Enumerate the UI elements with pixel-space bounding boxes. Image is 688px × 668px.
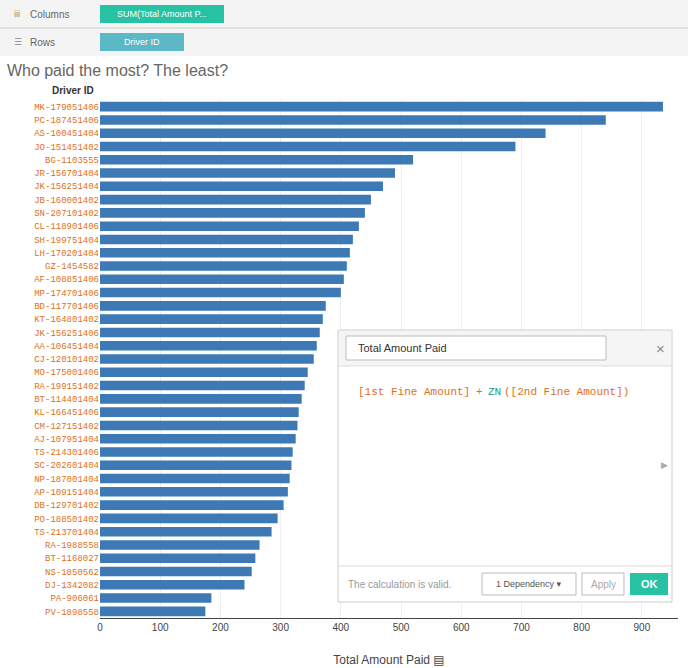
svg-text:SUM(Total Amount P...: SUM(Total Amount P... xyxy=(117,9,207,19)
svg-text:900: 900 xyxy=(634,622,651,633)
svg-text:BT-1168027: BT-1168027 xyxy=(45,554,99,564)
svg-text:GZ-1454582: GZ-1454582 xyxy=(45,262,99,272)
svg-text:☰: ☰ xyxy=(14,37,22,47)
svg-text:OK: OK xyxy=(641,578,658,590)
svg-text:Columns: Columns xyxy=(30,9,69,20)
svg-text:AJ-107951404: AJ-107951404 xyxy=(34,435,99,445)
svg-text:NP-187001404: NP-187001404 xyxy=(34,475,99,485)
svg-text:BG-1103555: BG-1103555 xyxy=(45,156,99,166)
svg-text:AF-108851406: AF-108851406 xyxy=(34,275,99,285)
svg-text:Apply: Apply xyxy=(591,579,616,590)
svg-text:500: 500 xyxy=(393,622,410,633)
svg-text:TS-214301406: TS-214301406 xyxy=(34,448,99,458)
svg-text:Driver ID: Driver ID xyxy=(52,85,94,96)
svg-text:KT-164801402: KT-164801402 xyxy=(34,315,99,325)
svg-text:×: × xyxy=(656,340,665,357)
svg-text:MP-174701406: MP-174701406 xyxy=(34,289,99,299)
svg-text:RA-199151402: RA-199151402 xyxy=(34,382,99,392)
svg-text:1 Dependency ▾: 1 Dependency ▾ xyxy=(496,579,562,589)
svg-text:SC-202601404: SC-202601404 xyxy=(34,461,99,471)
svg-text:Rows: Rows xyxy=(30,37,55,48)
svg-text:Driver ID: Driver ID xyxy=(124,37,160,47)
svg-text:ZN: ZN xyxy=(488,386,501,398)
svg-text:AP-109151404: AP-109151404 xyxy=(34,488,99,498)
svg-text:NS-1850562: NS-1850562 xyxy=(45,568,99,578)
svg-text:[1st Fine Amount]: [1st Fine Amount] xyxy=(358,386,470,398)
svg-text:([2nd Fine Amount]): ([2nd Fine Amount]) xyxy=(504,386,629,398)
svg-text:▶: ▶ xyxy=(661,460,668,470)
svg-text:JO-151451402: JO-151451402 xyxy=(34,143,99,153)
svg-text:JK-156251406: JK-156251406 xyxy=(34,329,99,339)
svg-text:600: 600 xyxy=(453,622,470,633)
svg-text:300: 300 xyxy=(272,622,289,633)
svg-text:RA-1988558: RA-1988558 xyxy=(45,541,99,551)
svg-text:SN-207101402: SN-207101402 xyxy=(34,209,99,219)
svg-text:DJ-1342082: DJ-1342082 xyxy=(45,581,99,591)
svg-text:JB-160001402: JB-160001402 xyxy=(34,196,99,206)
svg-text:CM-127151402: CM-127151402 xyxy=(34,422,99,432)
svg-text:DB-129701402: DB-129701402 xyxy=(34,501,99,511)
svg-text:SH-199751404: SH-199751404 xyxy=(34,236,99,246)
svg-text:100: 100 xyxy=(152,622,169,633)
svg-text:0: 0 xyxy=(97,622,103,633)
svg-text:Total Amount Paid: Total Amount Paid xyxy=(358,342,447,354)
svg-text:The calculation is valid.: The calculation is valid. xyxy=(348,579,451,590)
svg-text:PA-906061: PA-906061 xyxy=(50,594,99,604)
svg-text:BD-117701406: BD-117701406 xyxy=(34,302,99,312)
svg-text:400: 400 xyxy=(332,622,349,633)
svg-text:700: 700 xyxy=(513,622,530,633)
svg-text:CJ-120101402: CJ-120101402 xyxy=(34,355,99,365)
svg-text:PO-188501402: PO-188501402 xyxy=(34,515,99,525)
svg-text:MO-175001406: MO-175001406 xyxy=(34,368,99,378)
svg-text:CL-118901406: CL-118901406 xyxy=(34,222,99,232)
svg-text:AS-100451404: AS-100451404 xyxy=(34,129,99,139)
svg-text:+: + xyxy=(476,386,483,398)
svg-text:iii: iii xyxy=(14,9,20,19)
svg-text:PV-1898558: PV-1898558 xyxy=(45,608,99,618)
svg-text:LH-170201404: LH-170201404 xyxy=(34,249,99,259)
svg-text:TS-213701404: TS-213701404 xyxy=(34,528,99,538)
svg-text:800: 800 xyxy=(573,622,590,633)
svg-text:Total Amount Paid ▤: Total Amount Paid ▤ xyxy=(333,653,444,667)
svg-text:Who paid the most? The least?: Who paid the most? The least? xyxy=(7,62,228,79)
svg-text:AA-106451404: AA-106451404 xyxy=(34,342,99,352)
svg-text:BT-114401404: BT-114401404 xyxy=(34,395,99,405)
svg-text:PC-187451406: PC-187451406 xyxy=(34,116,99,126)
svg-text:KL-166451406: KL-166451406 xyxy=(34,408,99,418)
svg-text:JR-156701404: JR-156701404 xyxy=(34,169,99,179)
svg-text:JK-156251404: JK-156251404 xyxy=(34,182,99,192)
svg-text:MK-179051406: MK-179051406 xyxy=(34,103,99,113)
svg-text:200: 200 xyxy=(212,622,229,633)
